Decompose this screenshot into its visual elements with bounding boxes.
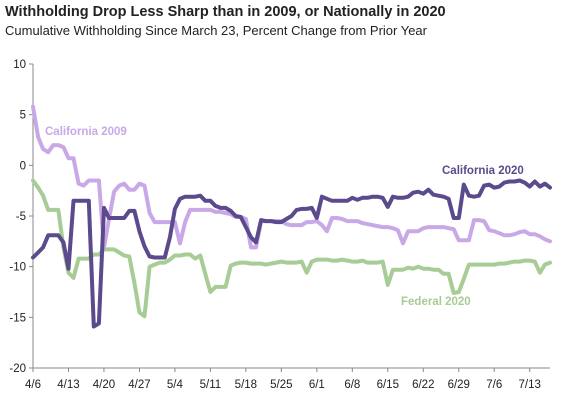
x-tick-label: 4/20	[93, 379, 115, 391]
x-tick-label: 6/22	[412, 379, 434, 391]
annotation-federal-2020: Federal 2020	[401, 296, 471, 308]
y-tick-label: 5	[20, 110, 26, 122]
y-tick-label: -15	[9, 312, 26, 324]
chart-annotations: California 2009 California 2020 Federal …	[45, 126, 524, 308]
x-tick-label: 5/11	[200, 379, 222, 391]
annotation-california-2020: California 2020	[442, 165, 524, 177]
y-tick-label: -10	[9, 262, 26, 274]
annotation-california-2009: California 2009	[45, 126, 127, 138]
chart-subtitle: Cumulative Withholding Since March 23, P…	[5, 23, 427, 38]
chart-axes: 10 5 0 -5 -10 -15 -20 4/6 4/13 4/20 4/27 5/4 5/11 5/1…	[9, 59, 550, 391]
x-tick-label: 7/13	[519, 379, 541, 391]
x-tick-label: 5/4	[167, 379, 184, 391]
x-tick-label: 6/8	[344, 379, 360, 391]
series-line-california-2020	[31, 178, 552, 329]
y-tick-label: -5	[16, 211, 26, 223]
y-tick-label: 0	[20, 160, 26, 172]
series-line-federal-2020	[31, 178, 552, 319]
x-tick-label: 6/1	[309, 379, 325, 391]
x-tick-label: 4/6	[25, 379, 41, 391]
y-tick-label: 10	[13, 59, 26, 71]
x-tick-label: 5/18	[235, 379, 257, 391]
y-tick-label: -20	[9, 363, 26, 375]
x-tick-label: 6/29	[448, 379, 470, 391]
series-line-california-2009	[31, 104, 552, 250]
x-tick-label: 7/6	[486, 379, 502, 391]
chart-title: Withholding Drop Less Sharp than in 2009…	[5, 4, 446, 20]
x-tick-label: 6/15	[377, 379, 399, 391]
chart-series-group	[31, 104, 552, 329]
x-tick-label: 4/13	[57, 379, 79, 391]
x-tick-label: 4/27	[128, 379, 150, 391]
x-tick-label: 5/25	[270, 379, 292, 391]
